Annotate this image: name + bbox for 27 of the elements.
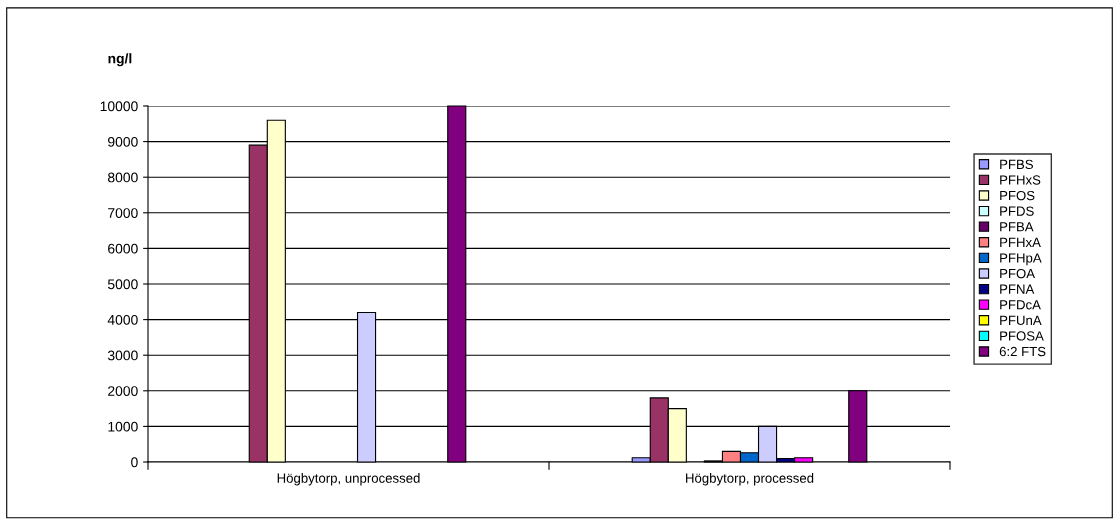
y-axis-title: ng/l [108, 53, 132, 67]
legend-label: PFOS [1000, 190, 1035, 201]
y-tick-label: 7000 [108, 208, 138, 218]
y-tick-label: 6000 [108, 243, 138, 254]
y-tick-label: 0 [131, 457, 138, 468]
y-tick-label: 4000 [107, 314, 138, 325]
legend-label: PFNA [1000, 284, 1035, 294]
x-tick-label: Högbytorp, unprocessed [277, 473, 420, 486]
legend-label: PFBS [1000, 159, 1033, 170]
legend-label: PFOSA [1000, 331, 1044, 341]
y-tick-label: 2000 [108, 386, 138, 396]
y-tick-label: 3000 [107, 350, 138, 361]
y-tick-label: 5000 [107, 279, 138, 290]
legend-label: PFHpA [1000, 253, 1042, 266]
legend-label: PFOA [1000, 268, 1036, 279]
legend-label: PFHxA [1000, 237, 1041, 247]
y-tick-label: 9000 [108, 136, 138, 147]
y-tick-label: 10000 [100, 101, 138, 112]
x-tick-label: Högbytorp, processed [686, 473, 814, 486]
legend-label: PFDS [1000, 206, 1034, 216]
legend-label: PFDcA [1000, 300, 1041, 310]
legend-label: PFBA [1000, 222, 1034, 232]
legend-label: PFUnA [1000, 315, 1042, 326]
legend-label: PFHxS [1000, 175, 1041, 185]
y-tick-label: 8000 [107, 172, 138, 183]
y-tick-label: 1000 [108, 421, 138, 432]
legend-label: 6:2 FTS [999, 346, 1046, 357]
